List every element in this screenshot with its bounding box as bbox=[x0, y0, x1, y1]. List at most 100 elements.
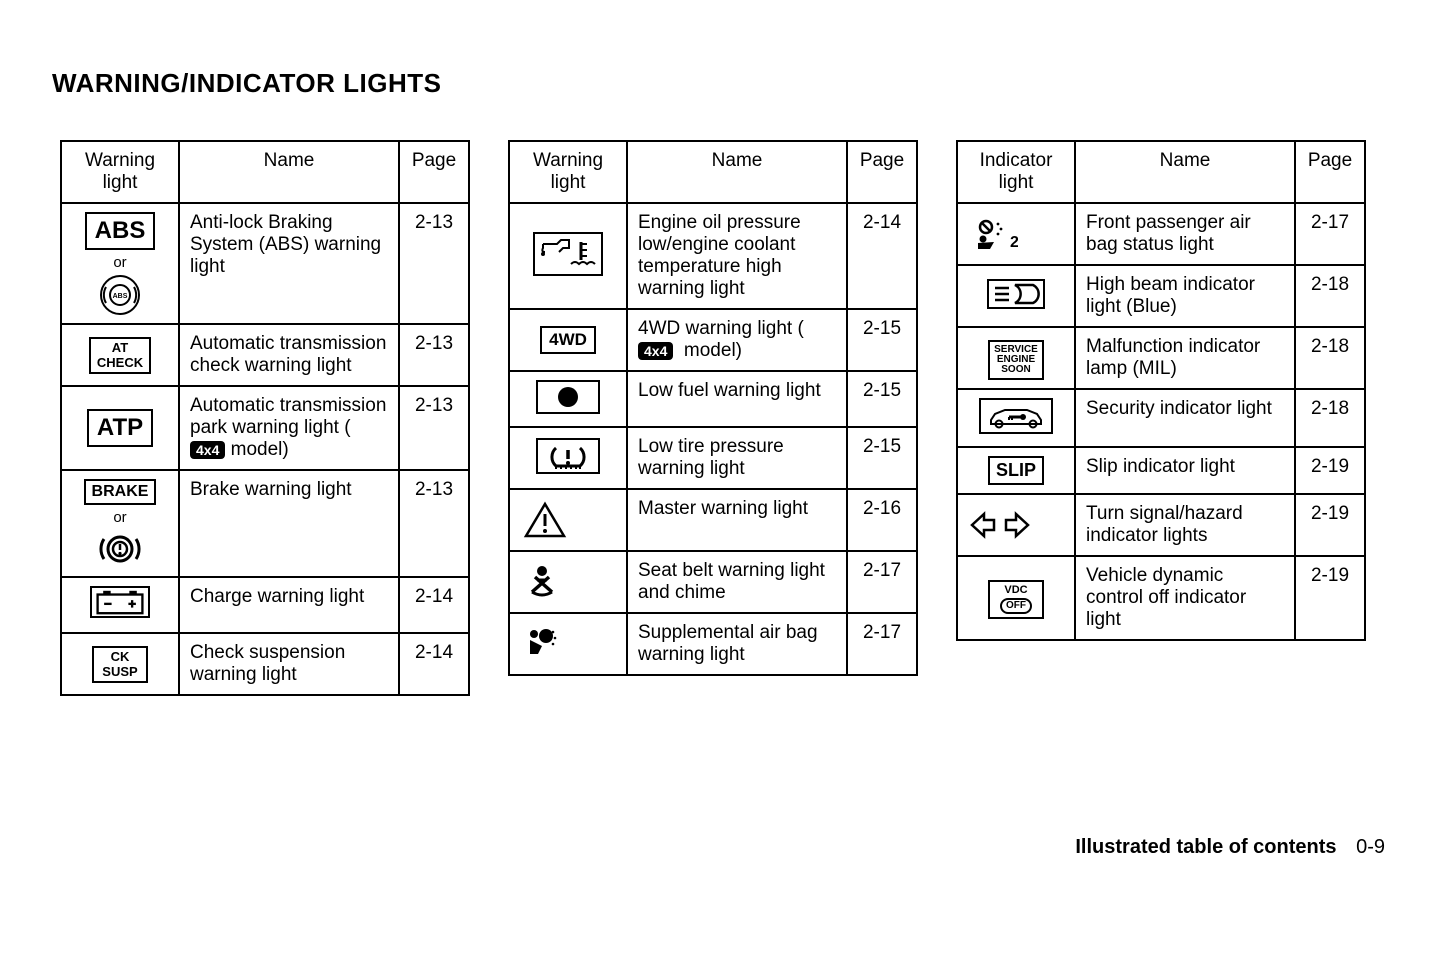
brake-circle-icon bbox=[98, 530, 142, 568]
row-name-cell: Engine oil pressure low/engine coolant t… bbox=[627, 203, 847, 309]
row-icon-cell: VDC OFF bbox=[957, 556, 1075, 640]
abs-text-icon: ABS bbox=[85, 212, 156, 250]
row-icon-cell: SERVICEENGINESOON bbox=[957, 327, 1075, 389]
table-row: SLIP Slip indicator light 2-19 bbox=[957, 447, 1365, 494]
row-name-cell: Automatic transmission park warning ligh… bbox=[179, 386, 399, 470]
row-icon-cell bbox=[509, 613, 627, 675]
header-icon: Warning light bbox=[61, 141, 179, 203]
table-row: Supplemental air bag warning light 2-17 bbox=[509, 613, 917, 675]
row-page-cell: 2-18 bbox=[1295, 265, 1365, 327]
table-row: CKSUSP Check suspension warning light 2-… bbox=[61, 633, 469, 695]
turn-signal-icon bbox=[968, 508, 1032, 542]
fuel-icon bbox=[536, 380, 600, 414]
row-page-cell: 2-15 bbox=[847, 371, 917, 427]
row-page-cell: 2-15 bbox=[847, 427, 917, 489]
row-icon-cell bbox=[509, 427, 627, 489]
header-icon: Warning light bbox=[509, 141, 627, 203]
tables-container: Warning light Name Page ABS or ABS Anti-… bbox=[60, 140, 1385, 696]
row-name-cell: Supplemental air bag warning light bbox=[627, 613, 847, 675]
row-icon-cell: 4WD bbox=[509, 309, 627, 371]
row-name-cell: Slip indicator light bbox=[1075, 447, 1295, 494]
row-name-cell: Turn signal/hazard indicator lights bbox=[1075, 494, 1295, 556]
header-name: Name bbox=[1075, 141, 1295, 203]
row-icon-cell: ATCHECK bbox=[61, 324, 179, 386]
or-text: or bbox=[113, 509, 126, 526]
row-page-cell: 2-14 bbox=[399, 577, 469, 633]
row-page-cell: 2-17 bbox=[847, 613, 917, 675]
row-page-cell: 2-19 bbox=[1295, 494, 1365, 556]
row-icon-cell: CKSUSP bbox=[61, 633, 179, 695]
brake-text-icon: BRAKE bbox=[84, 479, 157, 505]
row-name-cell: Front passenger air bag status light bbox=[1075, 203, 1295, 265]
table-row: 4WD 4WD warning light ( 4x4 model) 2-15 bbox=[509, 309, 917, 371]
header-name: Name bbox=[179, 141, 399, 203]
atp-icon: ATP bbox=[87, 409, 153, 447]
row-name-cell: Low tire pressure warning light bbox=[627, 427, 847, 489]
row-icon-cell bbox=[61, 577, 179, 633]
row-name-cell: Anti-lock Braking System (ABS) warning l… bbox=[179, 203, 399, 324]
table-row: BRAKE or Brake warning light 2-13 bbox=[61, 470, 469, 577]
row-name-cell: Malfunction indicator lamp (MIL) bbox=[1075, 327, 1295, 389]
row-name-cell: Charge warning light bbox=[179, 577, 399, 633]
row-icon-cell bbox=[957, 389, 1075, 447]
table-row: Low fuel warning light 2-15 bbox=[509, 371, 917, 427]
slip-icon: SLIP bbox=[988, 456, 1044, 485]
table-row: Turn signal/hazard indicator lights 2-19 bbox=[957, 494, 1365, 556]
row-icon-cell bbox=[509, 203, 627, 309]
row-page-cell: 2-15 bbox=[847, 309, 917, 371]
table-row: Master warning light 2-16 bbox=[509, 489, 917, 551]
indicator-table: Indicator light Name Page 2 Front passen… bbox=[956, 140, 1366, 641]
table-row: Seat belt warning light and chime 2-17 bbox=[509, 551, 917, 613]
row-name-cell: Vehicle dynamic control off indicator li… bbox=[1075, 556, 1295, 640]
tpms-icon bbox=[536, 438, 600, 474]
row-name-cell: Brake warning light bbox=[179, 470, 399, 577]
security-icon bbox=[979, 398, 1053, 434]
header-page: Page bbox=[1295, 141, 1365, 203]
row-name-cell: Security indicator light bbox=[1075, 389, 1295, 447]
table-row: Engine oil pressure low/engine coolant t… bbox=[509, 203, 917, 309]
row-page-cell: 2-17 bbox=[1295, 203, 1365, 265]
row-page-cell: 2-14 bbox=[399, 633, 469, 695]
header-page: Page bbox=[847, 141, 917, 203]
footer: Illustrated table of contents 0-9 bbox=[1075, 836, 1385, 859]
service-engine-soon-icon: SERVICEENGINESOON bbox=[988, 340, 1044, 380]
battery-icon bbox=[90, 586, 150, 618]
row-icon-cell bbox=[957, 494, 1075, 556]
row-name-cell: Master warning light bbox=[627, 489, 847, 551]
row-page-cell: 2-14 bbox=[847, 203, 917, 309]
row-icon-cell: ABS or ABS bbox=[61, 203, 179, 324]
row-page-cell: 2-13 bbox=[399, 386, 469, 470]
row-icon-cell bbox=[509, 489, 627, 551]
row-page-cell: 2-13 bbox=[399, 203, 469, 324]
row-name-cell: 4WD warning light ( 4x4 model) bbox=[627, 309, 847, 371]
passenger-airbag-icon: 2 bbox=[968, 215, 1018, 253]
page-title: WARNING/INDICATOR LIGHTS bbox=[52, 68, 441, 99]
row-icon-cell bbox=[957, 265, 1075, 327]
oil-temp-icon bbox=[533, 232, 603, 276]
row-page-cell: 2-16 bbox=[847, 489, 917, 551]
at-check-icon: ATCHECK bbox=[89, 337, 151, 374]
row-page-cell: 2-19 bbox=[1295, 447, 1365, 494]
footer-page: 0-9 bbox=[1356, 836, 1385, 858]
header-page: Page bbox=[399, 141, 469, 203]
row-name-cell: Low fuel warning light bbox=[627, 371, 847, 427]
table-row: ATCHECK Automatic transmission check war… bbox=[61, 324, 469, 386]
row-page-cell: 2-18 bbox=[1295, 327, 1365, 389]
row-icon-cell bbox=[509, 551, 627, 613]
row-icon-cell: 2 bbox=[957, 203, 1075, 265]
table-row: ATP Automatic transmission park warning … bbox=[61, 386, 469, 470]
table-row: High beam indicator light (Blue) 2-18 bbox=[957, 265, 1365, 327]
row-page-cell: 2-13 bbox=[399, 324, 469, 386]
row-icon-cell: BRAKE or bbox=[61, 470, 179, 577]
or-text: or bbox=[113, 254, 126, 271]
table-row: ABS or ABS Anti-lock Braking System (ABS… bbox=[61, 203, 469, 324]
row-name-cell: Automatic transmission check warning lig… bbox=[179, 324, 399, 386]
header-icon: Indicator light bbox=[957, 141, 1075, 203]
abs-circle-icon: ABS bbox=[100, 275, 140, 315]
row-page-cell: 2-17 bbox=[847, 551, 917, 613]
row-icon-cell bbox=[509, 371, 627, 427]
ck-susp-icon: CKSUSP bbox=[92, 646, 148, 683]
row-page-cell: 2-13 bbox=[399, 470, 469, 577]
row-icon-cell: SLIP bbox=[957, 447, 1075, 494]
svg-text:ABS: ABS bbox=[113, 293, 128, 300]
